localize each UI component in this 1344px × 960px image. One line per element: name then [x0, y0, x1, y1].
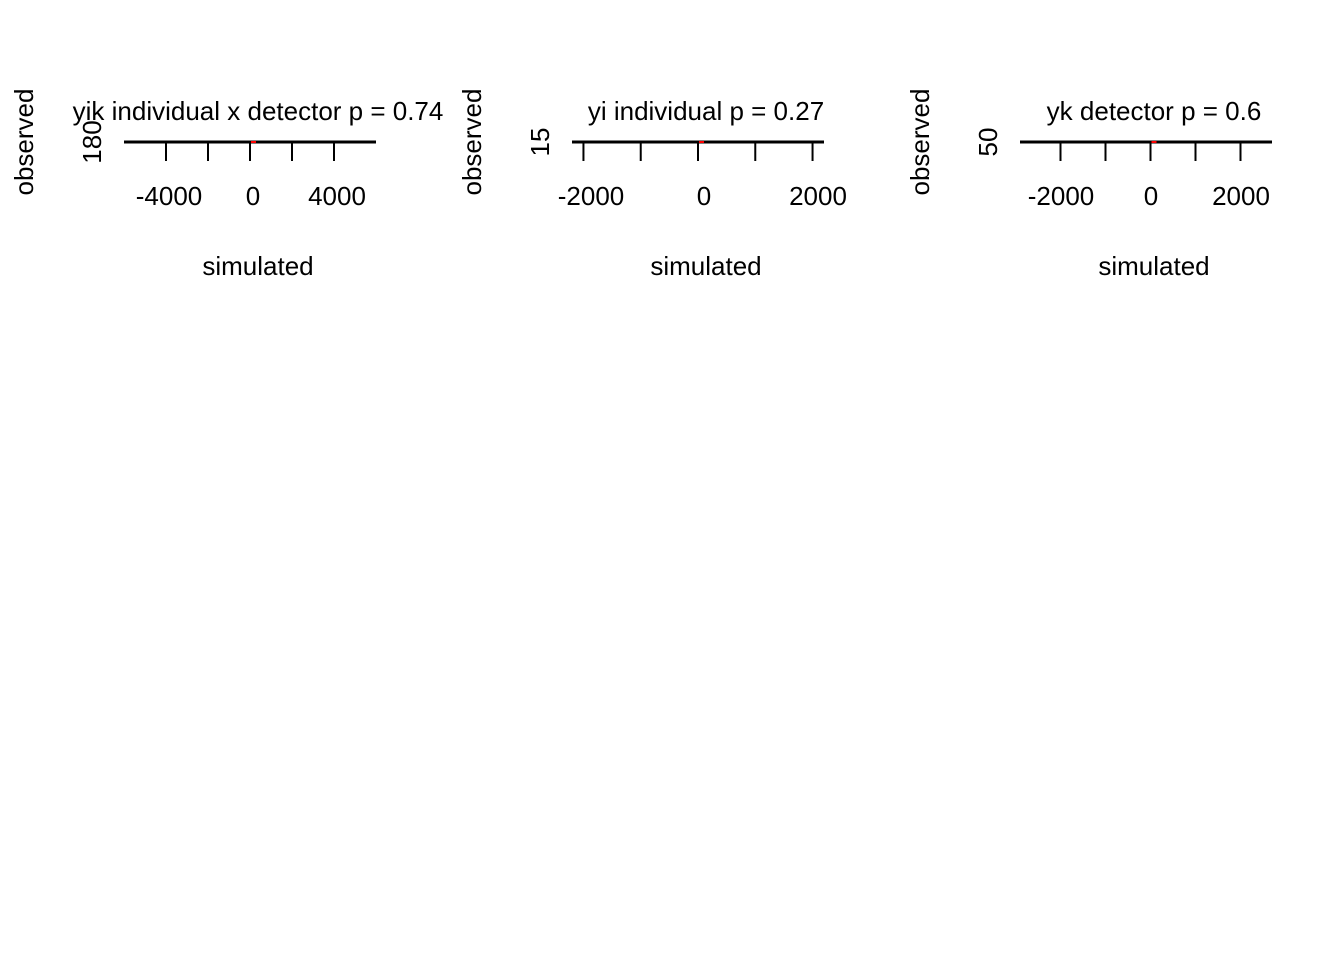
- panel-2-x-axis-label: simulated: [650, 251, 761, 281]
- panel-3: yk detector p = 0.6 -2000 0 2000 50 simu…: [905, 89, 1272, 281]
- panel-3-x-ticks: [1059, 141, 1242, 161]
- panel-2-y-axis-label: observed: [457, 89, 487, 196]
- panel-3-x-tick-label: 2000: [1212, 181, 1270, 211]
- panel-1-title: yik individual x detector p = 0.74: [73, 96, 444, 126]
- panel-3-x-axis-label: simulated: [1098, 251, 1209, 281]
- panel-1-x-tick-labels: -4000 0 4000: [136, 181, 366, 211]
- panel-1-x-tick-label: 4000: [308, 181, 366, 211]
- panel-3-title: yk detector p = 0.6: [1047, 96, 1262, 126]
- panel-3-x-tick-label: -2000: [1028, 181, 1095, 211]
- panel-1-x-ticks: [165, 141, 335, 161]
- panel-2-x-tick-label: 0: [697, 181, 711, 211]
- panel-2-title: yi individual p = 0.27: [588, 96, 824, 126]
- panel-2: yi individual p = 0.27 -2000 0 2000 15 s…: [457, 89, 847, 281]
- panel-1-x-tick-label: 0: [246, 181, 260, 211]
- panel-1: yik individual x detector p = 0.74 -4000…: [9, 89, 443, 281]
- panel-2-y-tick-label: 15: [525, 128, 555, 157]
- panel-2-x-tick-labels: -2000 0 2000: [558, 181, 847, 211]
- panel-2-x-ticks: [582, 141, 814, 161]
- panel-1-y-tick-label: 180: [77, 120, 107, 163]
- panel-2-x-tick-label: -2000: [558, 181, 625, 211]
- panel-2-x-tick-label: 2000: [789, 181, 847, 211]
- panel-3-y-axis-label: observed: [905, 89, 935, 196]
- panel-3-x-tick-label: 0: [1144, 181, 1158, 211]
- panel-3-x-tick-labels: -2000 0 2000: [1028, 181, 1270, 211]
- panel-1-y-axis-label: observed: [9, 89, 39, 196]
- panel-1-x-axis-label: simulated: [202, 251, 313, 281]
- panel-3-y-tick-label: 50: [973, 128, 1003, 157]
- panel-1-x-tick-label: -4000: [136, 181, 203, 211]
